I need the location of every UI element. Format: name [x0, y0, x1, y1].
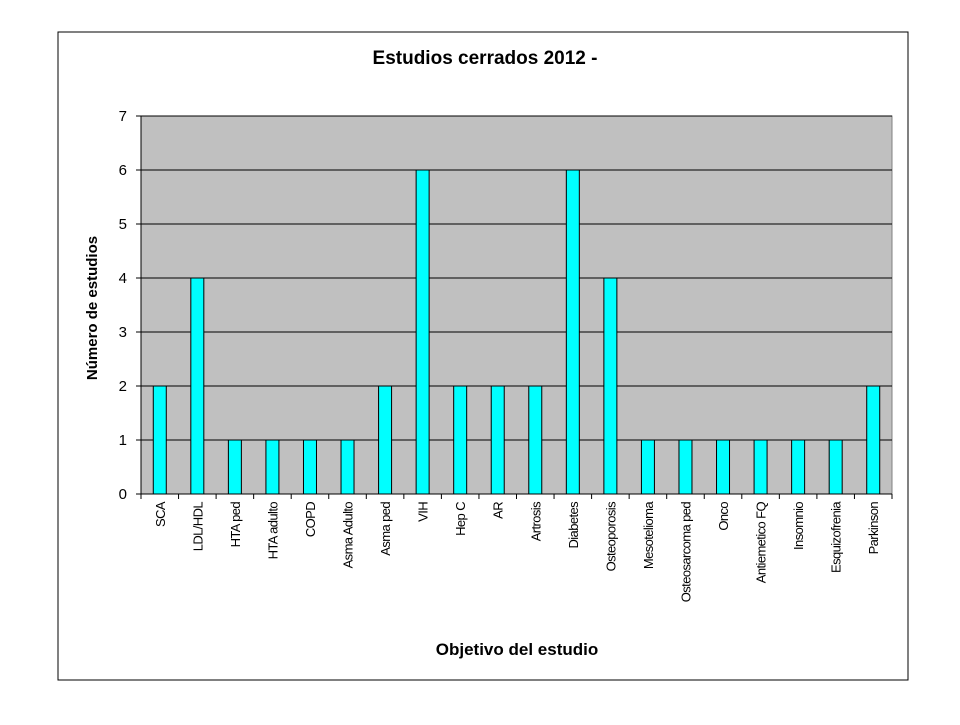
- x-tick-label: Mesotelioma: [641, 501, 656, 569]
- bar: [828, 439, 843, 495]
- x-tick-label: Osteoporosis: [603, 501, 618, 571]
- y-tick-label: 1: [119, 432, 127, 449]
- y-tick-label: 4: [119, 270, 127, 287]
- bar: [302, 439, 317, 495]
- x-tick-label: Asma ped: [378, 502, 393, 556]
- bar: [753, 439, 768, 495]
- x-tick-label: LDL/HDL: [190, 502, 205, 552]
- x-tick-label: HTA adulto: [265, 502, 280, 560]
- y-tick-label: 3: [119, 324, 127, 341]
- bar: [490, 385, 505, 495]
- x-axis-label: Objetivo del estudio: [436, 640, 598, 659]
- chart-title: Estudios cerrados 2012 -: [373, 48, 598, 69]
- x-tick-label: SCA: [153, 501, 168, 527]
- x-tick-label: COPD: [303, 502, 318, 537]
- x-tick-label: AR: [491, 502, 506, 519]
- bar: [340, 439, 355, 495]
- y-tick-labels: 0 1 2 3 4 5 6 7: [119, 108, 127, 503]
- x-tick-label: Antiemetico FQ: [754, 502, 769, 584]
- y-tick-label: 5: [119, 216, 127, 233]
- x-tick-label: Parkinson: [866, 502, 881, 555]
- bar: [190, 277, 205, 495]
- bar: [866, 385, 881, 495]
- x-tick-label: Hep C: [453, 502, 468, 536]
- x-tick-label: Insomnio: [791, 502, 806, 550]
- y-axis-label: Número de estudios: [84, 236, 101, 380]
- x-tick-labels: SCA LDL/HDL HTA ped HTA adulto COPD Asma Adul…: [153, 501, 881, 603]
- bar: [678, 439, 693, 495]
- bar: [603, 277, 618, 495]
- x-tick-label: Artrosis: [528, 501, 543, 541]
- bar: [415, 169, 430, 495]
- y-tick-label: 6: [119, 162, 127, 179]
- axes: [136, 115, 893, 499]
- bar: [227, 439, 242, 495]
- bar: [265, 439, 280, 495]
- bar: [565, 169, 580, 495]
- x-tick-label: Osteosarcoma ped: [678, 502, 693, 603]
- y-tick-label: 2: [119, 378, 127, 395]
- bar: [528, 385, 543, 495]
- plot-area: [140, 115, 893, 495]
- x-tick-label: VIH: [416, 502, 431, 522]
- x-tick-label: HTA ped: [228, 502, 243, 548]
- x-tick-label: Diabetes: [566, 501, 581, 549]
- x-tick-label: Onco: [716, 502, 731, 531]
- y-tick-label: 7: [119, 108, 127, 125]
- bar: [640, 439, 655, 495]
- bars: [152, 169, 881, 495]
- bar: [716, 439, 731, 495]
- bar: [152, 385, 167, 495]
- x-tick-label: Esquizofrenia: [829, 501, 844, 573]
- bar: [453, 385, 468, 495]
- bar: [791, 439, 806, 495]
- y-tick-label: 0: [119, 486, 127, 503]
- x-tick-label: Asma Adulto: [341, 502, 356, 569]
- bar: [378, 385, 393, 495]
